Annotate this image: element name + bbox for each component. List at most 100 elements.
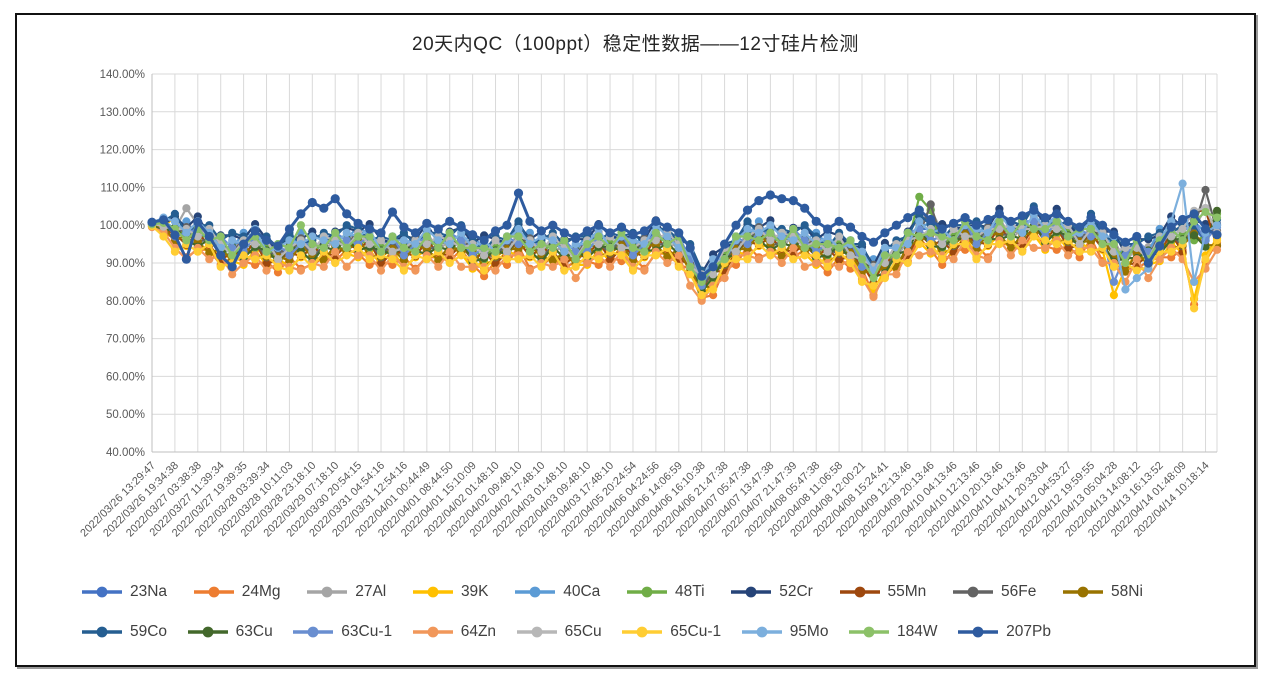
data-point bbox=[789, 224, 798, 234]
y-tick-label: 140.00% bbox=[100, 69, 145, 81]
data-point bbox=[457, 262, 466, 271]
data-point bbox=[1212, 230, 1222, 240]
data-point bbox=[1052, 240, 1061, 249]
data-point bbox=[846, 258, 855, 268]
data-point bbox=[239, 251, 248, 260]
data-point bbox=[1120, 237, 1130, 247]
data-point bbox=[491, 259, 500, 268]
data-point bbox=[365, 224, 375, 234]
data-point bbox=[857, 255, 867, 264]
data-point bbox=[434, 243, 443, 252]
data-point bbox=[399, 251, 408, 260]
legend-marker-icon bbox=[839, 586, 880, 598]
data-point bbox=[147, 217, 157, 227]
data-point bbox=[228, 270, 237, 279]
data-point bbox=[823, 247, 832, 256]
data-point bbox=[1040, 213, 1050, 223]
data-point bbox=[995, 240, 1004, 249]
legend-dot bbox=[967, 586, 979, 598]
data-point bbox=[777, 194, 787, 204]
data-point bbox=[445, 216, 455, 226]
data-point bbox=[342, 221, 351, 230]
data-point bbox=[548, 236, 557, 245]
legend-label: 52Cr bbox=[779, 583, 813, 600]
data-point bbox=[582, 226, 592, 236]
data-point bbox=[639, 226, 650, 236]
data-point bbox=[158, 215, 169, 225]
data-point bbox=[1167, 247, 1176, 256]
data-point bbox=[411, 247, 420, 256]
data-point bbox=[502, 220, 512, 230]
data-point bbox=[743, 217, 752, 226]
data-point bbox=[1190, 231, 1199, 240]
data-point bbox=[743, 255, 752, 264]
legend-marker-icon bbox=[958, 626, 999, 638]
data-point bbox=[376, 236, 386, 245]
data-point bbox=[1144, 232, 1153, 241]
data-point bbox=[514, 255, 523, 264]
data-point bbox=[789, 243, 798, 252]
data-point bbox=[742, 205, 753, 215]
legend-dot bbox=[641, 586, 653, 598]
data-point bbox=[1029, 243, 1038, 252]
data-point bbox=[891, 220, 902, 230]
legend-marker-icon bbox=[622, 626, 663, 638]
y-tick-label: 40.00% bbox=[106, 447, 145, 459]
data-point bbox=[1155, 241, 1165, 251]
data-point bbox=[468, 243, 477, 252]
data-point bbox=[548, 256, 557, 265]
data-point bbox=[502, 255, 512, 264]
data-point bbox=[1086, 232, 1096, 241]
data-point bbox=[1075, 222, 1085, 232]
data-point bbox=[1098, 232, 1107, 241]
data-point bbox=[216, 232, 225, 241]
data-point bbox=[938, 240, 947, 249]
data-point bbox=[606, 243, 615, 252]
data-point bbox=[720, 239, 730, 249]
data-point bbox=[296, 251, 305, 260]
legend-label: 65Cu bbox=[564, 623, 602, 640]
series-line bbox=[150, 224, 1219, 310]
data-point bbox=[1178, 224, 1187, 234]
data-point bbox=[193, 217, 203, 227]
data-point bbox=[674, 243, 683, 252]
data-point bbox=[800, 236, 809, 245]
data-point bbox=[204, 231, 214, 242]
data-point bbox=[1006, 232, 1016, 241]
data-point bbox=[709, 270, 718, 279]
y-tick-label: 60.00% bbox=[106, 371, 145, 383]
data-point bbox=[915, 232, 924, 241]
data-point bbox=[445, 228, 454, 237]
data-point bbox=[1200, 224, 1211, 234]
data-point bbox=[388, 260, 397, 269]
legend-label: 48Ti bbox=[674, 583, 705, 600]
data-point bbox=[1166, 222, 1176, 232]
data-point bbox=[182, 217, 191, 226]
data-point bbox=[1018, 247, 1027, 256]
legend-label: 56Fe bbox=[1001, 583, 1037, 600]
data-point bbox=[812, 258, 821, 268]
data-point bbox=[938, 260, 947, 269]
data-point bbox=[1109, 277, 1118, 286]
data-point bbox=[296, 209, 306, 219]
data-point bbox=[571, 233, 581, 243]
data-point bbox=[651, 228, 661, 237]
data-point bbox=[480, 266, 489, 275]
data-point bbox=[251, 260, 260, 269]
data-point bbox=[628, 243, 638, 252]
legend-item-40Ca: 40Ca bbox=[514, 583, 600, 601]
data-point bbox=[788, 196, 798, 206]
data-point bbox=[548, 262, 557, 271]
data-point bbox=[915, 192, 924, 201]
data-point bbox=[1052, 209, 1062, 219]
data-point bbox=[457, 236, 466, 245]
data-point bbox=[319, 236, 328, 245]
data-point bbox=[880, 274, 890, 283]
data-point bbox=[1167, 232, 1176, 241]
legend-item-27Al: 27Al bbox=[306, 583, 386, 601]
data-point bbox=[331, 240, 340, 249]
data-point bbox=[1121, 285, 1130, 294]
data-point bbox=[388, 232, 397, 241]
data-point bbox=[949, 255, 958, 264]
data-point bbox=[926, 214, 936, 225]
